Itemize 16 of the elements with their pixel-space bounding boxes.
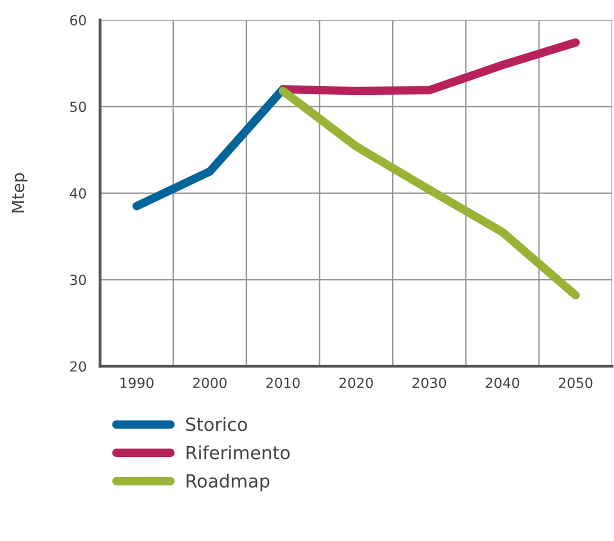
x-tick-label: 2000 [193,378,227,388]
x-tick-label: 1990 [120,378,154,388]
y-tick-label: 30 [70,274,86,286]
x-tick-label: 2050 [558,378,592,388]
y-tick-label: 60 [70,14,86,26]
y-axis-title: Mtep [12,173,28,212]
x-tick-label: 2040 [486,378,520,388]
x-tick-label: 2020 [339,378,373,388]
legend-label: Roadmap [186,474,270,492]
y-tick-label: 40 [70,188,86,199]
legend-label: Storico [186,417,247,432]
x-tick-label: 2010 [266,378,300,388]
legend-label: Riferimento [186,445,290,460]
y-tick-label: 50 [70,102,86,112]
y-tick-label: 20 [70,361,86,372]
x-tick-label: 2030 [412,378,446,388]
